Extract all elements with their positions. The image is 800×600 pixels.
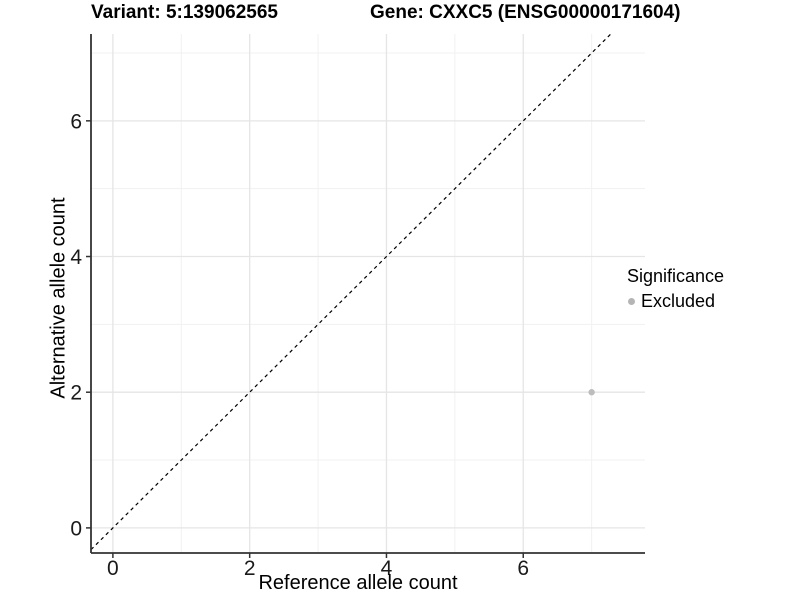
circle-marker-icon <box>628 298 635 305</box>
y-axis-title: Alternative allele count <box>47 197 70 399</box>
x-tick-label: 0 <box>107 557 119 580</box>
x-tick-label: 4 <box>381 557 393 580</box>
x-axis-title: Reference allele count <box>258 572 458 594</box>
y-tick-label: 0 <box>70 517 82 540</box>
y-tick-label: 6 <box>70 110 82 133</box>
legend: Significance Excluded <box>627 266 724 312</box>
variant-title: Variant: 5:139062565 <box>91 2 278 23</box>
legend-item-label: Excluded <box>641 291 716 311</box>
x-tick-label: 6 <box>517 557 529 580</box>
legend-title: Significance <box>627 266 725 286</box>
x-tick-label: 2 <box>244 557 256 580</box>
identity-reference-line <box>91 34 612 551</box>
data-point <box>588 389 595 396</box>
y-tick-label: 4 <box>70 246 82 269</box>
y-tick-label: 2 <box>70 382 82 405</box>
legend-item-excluded: Excluded <box>627 291 724 312</box>
gene-title: Gene: CXXC5 (ENSG00000171604) <box>370 2 681 23</box>
